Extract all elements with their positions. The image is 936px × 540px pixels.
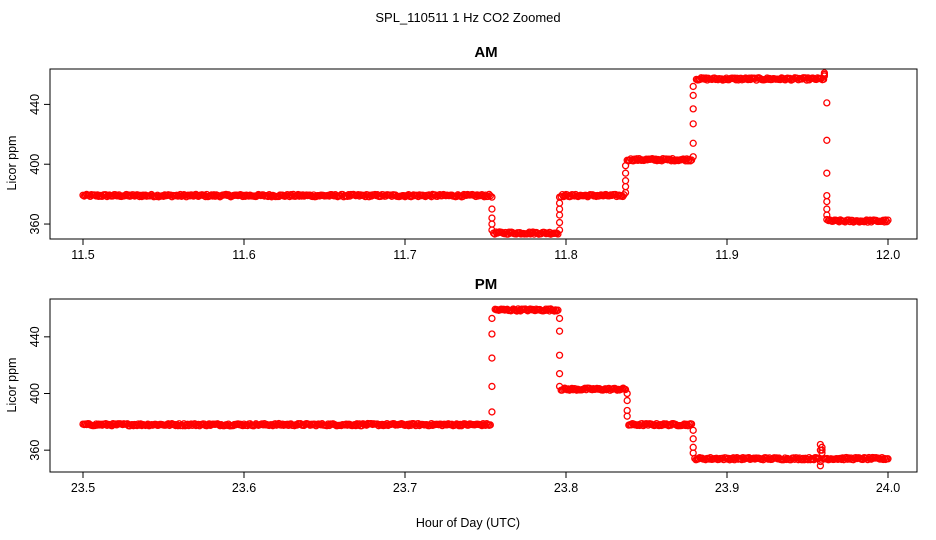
pm-data-point: [488, 314, 496, 323]
pm-x-tick-label: 23.6: [232, 481, 256, 495]
am-data-point: [689, 82, 697, 91]
pm-data-point: [555, 327, 564, 335]
am-x-tick-label: 11.7: [393, 248, 416, 262]
pm-data-point: [623, 396, 631, 405]
am-y-tick-label: 440: [28, 94, 42, 115]
pm-data-point: [486, 421, 494, 429]
am-data-point: [697, 74, 705, 82]
pm-data-point: [488, 408, 496, 416]
am-data-point: [488, 226, 496, 234]
pm-data-point: [689, 435, 697, 443]
pm-x-tick-label: 23.8: [554, 481, 578, 495]
pm-data-point: [884, 455, 892, 463]
am-plot-frame: [49, 68, 918, 240]
am-data-point: [689, 105, 697, 113]
am-data-point: [823, 197, 831, 206]
pm-y-axis-label: Licor ppm: [5, 358, 19, 413]
am-data-point: [488, 193, 496, 201]
am-data-point: [684, 157, 692, 165]
pm-data-point: [687, 420, 696, 428]
am-data-point: [689, 139, 697, 147]
pm-data-point: [880, 454, 889, 463]
am-data-point: [486, 192, 494, 200]
pm-axis-ticks: 23.5 23.6 23.7 23.8 23.9 24.0 360 400 440: [28, 326, 900, 495]
pm-y-tick-label: 440: [28, 326, 42, 347]
am-data-point: [883, 218, 891, 226]
am-data-point: [820, 69, 829, 77]
am-y-tick-label: 360: [28, 214, 42, 235]
pm-data-point: [879, 455, 887, 464]
am-data-point: [555, 218, 564, 227]
pm-x-tick-label: 23.9: [715, 481, 739, 495]
pm-data-point: [818, 449, 826, 457]
am-y-tick-label: 400: [28, 154, 42, 175]
pm-data-point: [555, 351, 564, 359]
pm-data-point: [555, 382, 564, 391]
pm-data-point: [689, 426, 697, 434]
pm-data-point: [621, 385, 630, 394]
pm-data-point: [816, 457, 825, 466]
am-data-point: [823, 211, 831, 219]
am-x-tick-label: 11.8: [554, 248, 577, 262]
pm-x-tick-label: 23.7: [393, 481, 417, 495]
am-x-tick-label: 12.0: [876, 248, 900, 262]
pm-data-point: [683, 420, 691, 428]
am-x-tick-label: 11.6: [232, 248, 255, 262]
am-y-axis-label: Licor ppm: [5, 136, 19, 191]
am-data-point: [488, 205, 496, 213]
am-x-tick-label: 11.9: [715, 248, 738, 262]
pm-data-point: [554, 306, 562, 314]
pm-data-point: [555, 314, 564, 323]
am-data-point: [621, 177, 630, 185]
am-data-point: [823, 136, 831, 144]
am-data-point: [689, 91, 697, 100]
am-x-tick-label: 11.5: [71, 248, 94, 262]
am-data-point: [823, 99, 831, 107]
pm-data-point: [816, 462, 825, 470]
am-data-point: [823, 169, 831, 177]
figure-title: SPL_110511 1 Hz CO2 Zoomed: [375, 10, 560, 25]
am-data-point: [881, 216, 890, 224]
pm-y-tick-label: 400: [28, 383, 42, 404]
pm-panel-title: PM: [475, 276, 498, 293]
pm-data-point: [488, 330, 496, 338]
am-data-points: [79, 69, 892, 238]
am-data-point: [621, 169, 630, 177]
am-data-point: [689, 153, 697, 161]
pm-data-point: [488, 382, 496, 391]
am-data-point: [823, 215, 831, 224]
pm-data-point: [818, 446, 826, 454]
pm-data-point: [689, 449, 697, 457]
am-data-point: [555, 226, 564, 234]
am-data-point: [621, 162, 630, 170]
pm-y-tick-label: 360: [28, 440, 42, 461]
x-axis-label: Hour of Day (UTC): [416, 516, 520, 530]
pm-x-tick-label: 24.0: [876, 481, 900, 495]
pm-x-tick-label: 23.5: [71, 481, 95, 495]
am-data-point: [884, 216, 892, 224]
am-axis-ticks: 11.5 11.6 11.7 11.8 11.9 12.0 360 400 440: [28, 94, 900, 262]
pm-data-point: [623, 412, 631, 420]
pm-data-point: [555, 370, 564, 378]
pm-data-points: [79, 305, 892, 470]
pm-data-point: [488, 354, 496, 362]
am-panel-title: AM: [474, 44, 497, 61]
pm-panel: PM Licor ppm 23.5 23.6 23.7 23.8 23.9 24.0 360…: [5, 276, 918, 495]
pm-plot-frame: [49, 298, 918, 473]
pm-data-point: [623, 389, 631, 398]
am-panel: AM Licor ppm 11.5 11.6 11.7 11.8 11.9 12.0 360…: [5, 44, 918, 262]
am-data-point: [554, 230, 562, 238]
pm-data-point: [550, 307, 558, 315]
am-data-point: [555, 193, 564, 201]
am-data-point: [689, 120, 697, 128]
